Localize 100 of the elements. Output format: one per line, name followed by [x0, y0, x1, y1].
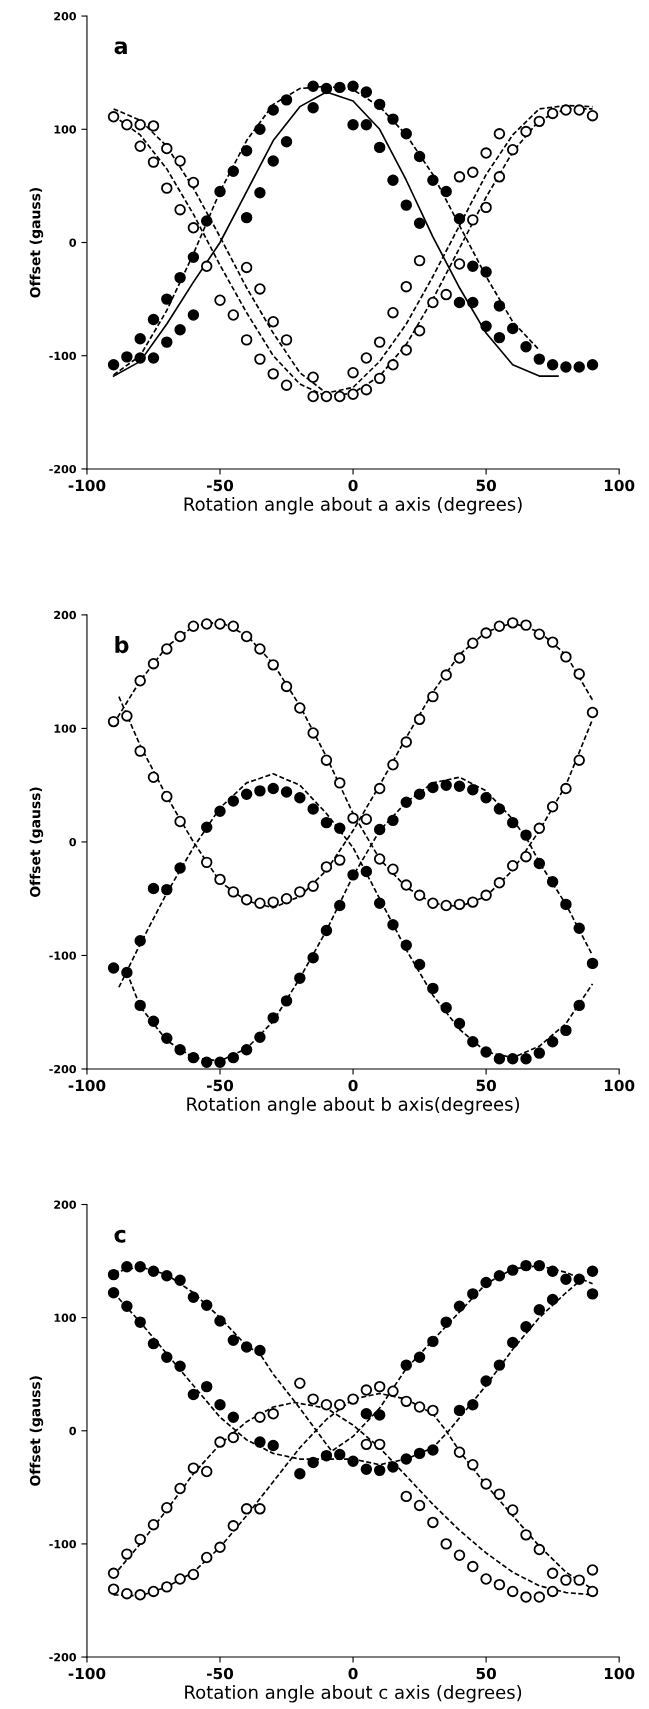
- point: [134, 140, 146, 152]
- y-tick-label: 100: [54, 125, 77, 134]
- x-tick-label: 100: [604, 479, 635, 492]
- point: [254, 186, 266, 199]
- point: [200, 260, 213, 272]
- point: [533, 353, 546, 365]
- point: [520, 125, 532, 138]
- y-tick-label: 0: [69, 238, 77, 247]
- x-tick-label: 100: [604, 1079, 635, 1092]
- point: [453, 213, 466, 225]
- text: c: [114, 1229, 126, 1243]
- y-tick-label: -200: [49, 1064, 77, 1074]
- point: [560, 361, 572, 373]
- point: [360, 86, 373, 98]
- point: [400, 344, 412, 356]
- x-tick-label: 50: [476, 479, 496, 492]
- x-tick-label: 100: [604, 1667, 635, 1680]
- point: [453, 258, 466, 270]
- point: [440, 288, 452, 301]
- point: [533, 115, 546, 128]
- point: [227, 165, 240, 177]
- y-tick-label: 0: [69, 1426, 77, 1436]
- text: b: [115, 635, 129, 654]
- x-tick-label: -50: [207, 1079, 234, 1092]
- y-tick-label: 200: [54, 610, 77, 620]
- point: [147, 313, 160, 326]
- point: [546, 359, 559, 371]
- point: [586, 109, 599, 122]
- point: [413, 150, 426, 163]
- point: [373, 372, 386, 385]
- point: [214, 185, 226, 198]
- point: [586, 359, 599, 371]
- point: [240, 211, 253, 224]
- point: [267, 104, 279, 116]
- point: [400, 128, 412, 140]
- point: [200, 215, 213, 227]
- point: [187, 222, 200, 234]
- point: [267, 316, 279, 328]
- point: [493, 331, 506, 344]
- y-tick-label: -100: [49, 351, 77, 361]
- point: [147, 156, 160, 168]
- point: [307, 102, 319, 114]
- point: [387, 174, 399, 186]
- point: [467, 296, 479, 309]
- point: [480, 266, 492, 278]
- point: [360, 383, 373, 396]
- point: [254, 123, 266, 136]
- point: [134, 333, 146, 345]
- point: [347, 119, 359, 131]
- y-axis-title: Offset (gauss): [29, 187, 44, 298]
- y-tick-label: -200: [49, 1653, 77, 1662]
- point: [413, 217, 426, 229]
- point: [267, 368, 279, 380]
- point: [427, 174, 439, 186]
- point: [427, 296, 439, 309]
- point: [347, 80, 359, 92]
- y-tick-label: 200: [54, 1200, 77, 1209]
- point: [413, 254, 426, 267]
- point: [373, 98, 386, 111]
- point: [493, 171, 506, 183]
- point: [147, 120, 160, 132]
- x-tick-label: 50: [476, 1667, 496, 1680]
- point: [307, 390, 319, 403]
- point: [520, 340, 532, 353]
- point: [134, 352, 146, 364]
- point: [280, 136, 293, 148]
- point: [453, 296, 466, 309]
- point: [174, 203, 186, 216]
- point: [546, 107, 559, 120]
- y-tick-label: -100: [49, 1539, 77, 1549]
- point: [480, 201, 492, 214]
- point: [280, 379, 293, 391]
- point: [480, 320, 492, 333]
- point: [161, 293, 173, 305]
- y-tick-label: -100: [49, 951, 77, 960]
- point: [506, 143, 519, 156]
- point: [373, 336, 386, 348]
- y-tick-label: 0: [69, 837, 77, 847]
- point: [320, 82, 333, 95]
- point: [187, 176, 200, 189]
- point: [493, 128, 506, 140]
- point: [254, 353, 266, 365]
- point: [360, 352, 373, 364]
- y-tick-label: 100: [54, 1313, 77, 1323]
- point: [387, 113, 399, 125]
- point: [121, 119, 133, 131]
- point: [240, 334, 253, 346]
- point: [161, 182, 173, 194]
- point: [400, 199, 412, 211]
- x-tick-label: 0: [348, 479, 358, 492]
- x-tick-label: 0: [348, 1079, 358, 1092]
- point: [453, 171, 466, 183]
- point: [174, 155, 186, 167]
- point: [506, 322, 519, 335]
- point: [573, 361, 585, 373]
- point: [227, 309, 240, 321]
- point: [320, 390, 333, 403]
- x-axis-title: Rotation angle about c axis (degrees): [185, 1685, 522, 1703]
- y-axis-title: Offset (gauss): [29, 787, 44, 897]
- point: [161, 142, 173, 155]
